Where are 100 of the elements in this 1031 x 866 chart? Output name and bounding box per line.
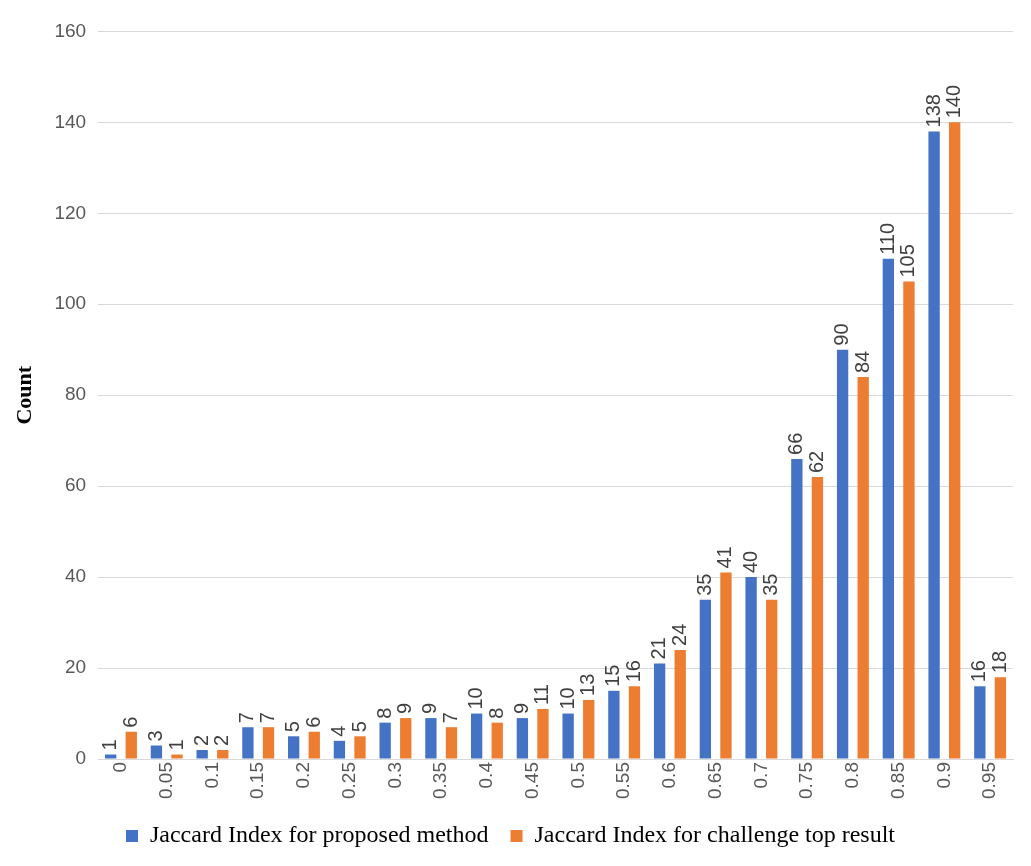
y-tick-label: 60 — [64, 474, 87, 496]
y-tick-label: 160 — [54, 19, 87, 41]
bar — [811, 477, 824, 759]
x-tick-label: 0.05 — [154, 762, 176, 799]
bar — [379, 722, 391, 759]
data-label: 8 — [484, 707, 507, 719]
y-tick-label: 120 — [54, 201, 87, 223]
bar — [333, 740, 346, 759]
data-label: 5 — [347, 721, 370, 733]
bar — [766, 599, 778, 759]
bar — [720, 572, 732, 759]
bar — [994, 677, 1007, 759]
data-label: 138 — [921, 94, 944, 128]
x-tick-label: 0.85 — [886, 762, 908, 799]
bar — [836, 349, 849, 759]
x-tick-label: 0.9 — [932, 762, 954, 789]
data-label: 1 — [164, 739, 187, 751]
x-tick-label: 0.95 — [978, 762, 1000, 799]
data-label: 2 — [210, 734, 233, 746]
data-label: 18 — [987, 650, 1010, 674]
data-label: 8 — [372, 707, 395, 719]
data-label: 35 — [759, 573, 782, 596]
bar — [125, 731, 137, 759]
bar — [857, 377, 869, 759]
bar — [608, 690, 620, 759]
bar — [105, 754, 117, 759]
x-tick-label: 0.15 — [246, 762, 268, 799]
x-tick-label: 0.7 — [749, 762, 771, 789]
bar — [308, 731, 320, 759]
data-label: 40 — [738, 550, 761, 574]
x-tick-label: 0.5 — [566, 762, 588, 789]
bar — [400, 718, 412, 759]
data-label: 105 — [896, 244, 919, 278]
x-tick-label: 0.1 — [200, 762, 222, 789]
data-label: 9 — [418, 702, 441, 715]
data-label: 10 — [464, 687, 487, 710]
bar — [949, 122, 961, 759]
x-tick-label: 0.45 — [520, 762, 542, 799]
data-label: 90 — [830, 323, 853, 346]
data-label: 21 — [647, 637, 670, 660]
data-label: 7 — [439, 712, 461, 724]
x-tick-label: 0.65 — [703, 762, 725, 799]
data-label: 4 — [326, 725, 349, 737]
data-label: 41 — [713, 546, 736, 569]
data-label: 1 — [98, 739, 121, 751]
bar — [674, 649, 686, 759]
data-label: 66 — [784, 432, 807, 455]
bar — [196, 749, 208, 759]
x-tick-label: 0.8 — [841, 762, 863, 789]
data-label: 13 — [576, 673, 599, 696]
x-tick-label: 0.4 — [475, 761, 497, 789]
bar — [470, 713, 483, 759]
bar — [425, 718, 437, 759]
x-tick-label: 0 — [109, 762, 131, 773]
bar — [171, 754, 183, 759]
data-label: 9 — [509, 702, 532, 715]
bar — [537, 709, 549, 759]
data-label: 16 — [967, 660, 990, 683]
x-tick-label: 0.35 — [429, 762, 451, 799]
bar — [699, 599, 712, 759]
bar — [974, 686, 986, 759]
bar — [217, 749, 229, 759]
bar — [653, 663, 666, 759]
x-tick-label: 0.6 — [658, 762, 680, 789]
bar — [882, 258, 895, 759]
data-label: 7 — [235, 712, 258, 724]
x-tick-label: 0.55 — [612, 762, 634, 799]
x-tick-label: 0.75 — [795, 762, 817, 799]
x-tick-label: 0.25 — [337, 762, 359, 799]
bar — [583, 699, 595, 759]
bar — [745, 577, 757, 759]
data-label: 7 — [256, 712, 279, 724]
bar — [791, 458, 803, 759]
data-label: 84 — [850, 350, 873, 374]
bar — [445, 727, 458, 759]
x-tick-label: 0.3 — [383, 762, 405, 789]
x-tick-label: 0.2 — [292, 762, 314, 789]
bar — [242, 727, 254, 759]
data-label: 15 — [601, 664, 624, 687]
legend-label: Jaccard Index for proposed method — [149, 821, 489, 848]
bar — [491, 722, 503, 759]
data-label: 140 — [942, 84, 965, 119]
data-label: 3 — [143, 730, 166, 742]
bar — [562, 713, 574, 759]
data-label: 35 — [692, 573, 715, 596]
data-label: 24 — [667, 623, 690, 646]
y-tick-label: 140 — [54, 110, 87, 132]
y-tick-label: 0 — [75, 747, 87, 769]
y-tick-label: 100 — [54, 292, 87, 314]
y-axis-title: Count — [10, 365, 36, 425]
data-label: 6 — [118, 716, 141, 728]
legend-label: Jaccard Index for challenge top result — [534, 821, 896, 848]
y-tick-label: 20 — [64, 656, 87, 678]
bar — [288, 736, 300, 759]
data-label: 6 — [301, 716, 324, 728]
bar — [354, 736, 366, 759]
bar — [903, 281, 915, 759]
bar — [150, 745, 163, 759]
bar — [928, 131, 940, 759]
data-label: 16 — [621, 660, 644, 683]
